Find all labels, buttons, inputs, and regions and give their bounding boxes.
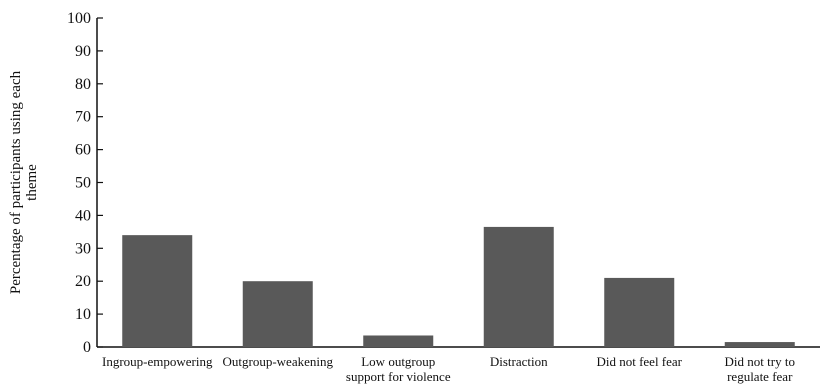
y-tick-label: 50 <box>75 175 91 192</box>
chart-axes <box>96 18 820 348</box>
x-category-label: Did not feel fear <box>596 354 682 369</box>
y-tick-label: 70 <box>75 109 91 126</box>
y-tick-label: 0 <box>83 339 91 356</box>
y-tick-label: 80 <box>75 76 91 93</box>
y-tick-label: 60 <box>75 142 91 159</box>
bar <box>122 235 193 347</box>
x-category-label: Distraction <box>490 354 548 369</box>
x-category-label: Low outgroup support for violence <box>346 354 451 384</box>
y-tick-label: 10 <box>75 306 91 323</box>
bar <box>604 277 675 347</box>
y-tick-label: 90 <box>75 43 91 60</box>
x-axis-category-labels: Ingroup-empowering Outgroup-weakening Low … <box>102 354 795 384</box>
y-axis-ticks: 0 10 20 30 40 50 60 70 80 90 100 <box>67 10 103 356</box>
y-axis-label: Percentage of participants using eachthe… <box>8 70 40 294</box>
bar <box>242 281 313 347</box>
y-tick-label: 100 <box>67 10 91 27</box>
x-category-label: Ingroup-empowering <box>102 354 213 369</box>
y-tick-label: 20 <box>75 273 91 290</box>
x-category-label: Outgroup-weakening <box>223 354 334 369</box>
bar-series <box>122 226 795 347</box>
y-tick-label: 40 <box>75 207 91 224</box>
bar <box>483 226 554 347</box>
x-category-label: Did not try to regulate fear <box>725 354 795 384</box>
bar <box>363 335 434 347</box>
bar <box>724 342 795 347</box>
y-tick-label: 30 <box>75 240 91 257</box>
